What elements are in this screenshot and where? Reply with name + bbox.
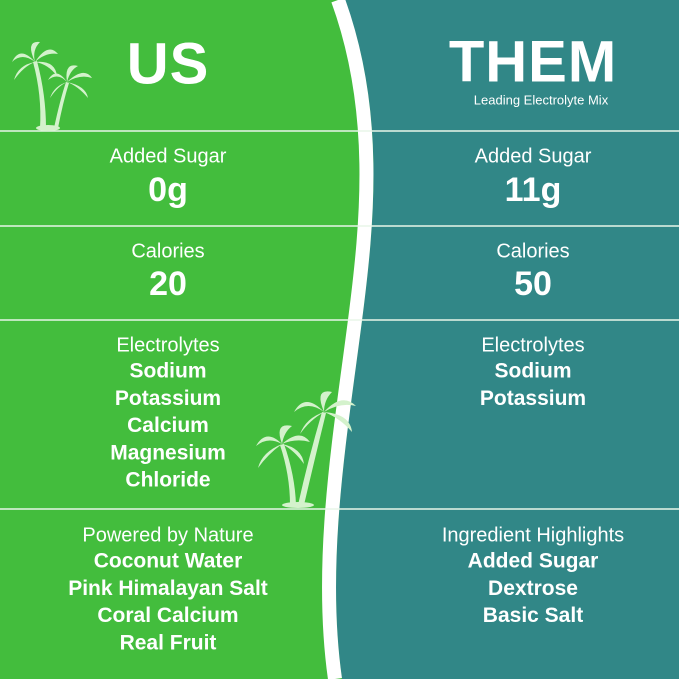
row-value: 20 (149, 265, 187, 303)
row-item: Coconut Water (94, 550, 243, 573)
row-item: Magnesium (110, 441, 226, 464)
row-item: Calcium (127, 414, 209, 437)
row-item: Sodium (495, 360, 572, 383)
row-value: 0g (148, 171, 188, 209)
row-label: Calories (496, 240, 569, 262)
row-item: Potassium (115, 387, 221, 410)
row-label: Added Sugar (475, 145, 592, 167)
row-label: Calories (131, 240, 204, 262)
palm-icon (256, 391, 356, 508)
row-item: Pink Himalayan Salt (68, 577, 268, 600)
row-item: Real Fruit (120, 631, 217, 654)
row-item: Coral Calcium (97, 604, 238, 627)
row-label: Electrolytes (481, 334, 584, 356)
row-item: Chloride (125, 469, 210, 492)
row-item: Sodium (130, 360, 207, 383)
row-item: Added Sugar (468, 550, 599, 573)
column-title: US (127, 31, 210, 96)
palm-icon (12, 41, 92, 131)
row-label: Ingredient Highlights (442, 524, 624, 546)
row-label: Powered by Nature (82, 524, 253, 546)
row-item: Potassium (480, 387, 586, 410)
row-item: Basic Salt (483, 604, 583, 627)
row-label: Electrolytes (116, 334, 219, 356)
column-title: THEM (449, 29, 617, 94)
row-value: 11g (505, 171, 562, 209)
row-dividers (0, 130, 679, 510)
row-label: Added Sugar (110, 145, 227, 167)
row-item: Dextrose (488, 577, 578, 600)
column-subtitle: Leading Electrolyte Mix (474, 92, 609, 107)
row-value: 50 (514, 265, 552, 303)
